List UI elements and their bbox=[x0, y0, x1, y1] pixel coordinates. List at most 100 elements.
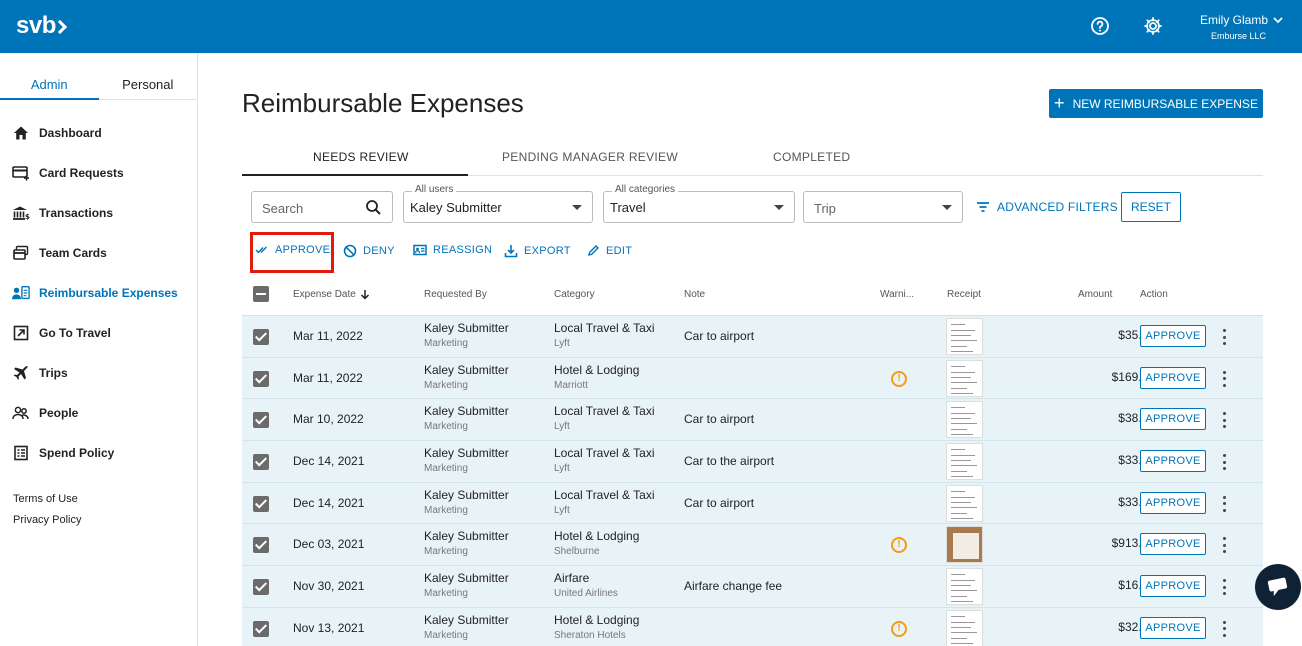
receipt-thumbnail[interactable] bbox=[946, 484, 983, 522]
column-expense-date[interactable]: Expense Date bbox=[293, 289, 370, 300]
expense-table-body: Mar 11, 2022 Kaley Submitter Marketing Loca… bbox=[242, 316, 1263, 646]
sidebar-item-go-to-travel[interactable]: Go To Travel bbox=[0, 313, 197, 353]
caret-down-icon bbox=[774, 205, 784, 210]
more-options-icon[interactable] bbox=[1223, 454, 1227, 471]
users-select[interactable]: All users Kaley Submitter bbox=[403, 184, 593, 223]
table-row[interactable]: Mar 11, 2022 Kaley Submitter Marketing Loca… bbox=[242, 316, 1263, 358]
receipt-thumbnail[interactable] bbox=[946, 609, 983, 646]
column-amount[interactable]: Amount bbox=[1078, 289, 1113, 300]
top-bar: svb Emily Glamb Emburse LLC bbox=[0, 0, 1302, 53]
tab-needs-review[interactable]: NEEDS REVIEW bbox=[313, 150, 409, 164]
filter-icon bbox=[977, 202, 989, 212]
table-row[interactable]: Dec 03, 2021 Kaley Submitter Marketing Hote… bbox=[242, 524, 1263, 567]
row-approve-button[interactable]: APPROVE bbox=[1140, 533, 1206, 556]
more-options-icon[interactable] bbox=[1223, 579, 1227, 596]
trip-select[interactable]: Trip bbox=[803, 191, 963, 223]
requester-department: Marketing bbox=[424, 379, 468, 391]
chat-button[interactable] bbox=[1255, 564, 1301, 610]
tab-admin[interactable]: Admin bbox=[0, 53, 99, 100]
sidebar-item-reimbursable-expenses[interactable]: Reimbursable Expenses bbox=[0, 273, 197, 313]
more-options-icon[interactable] bbox=[1223, 370, 1227, 387]
row-checkbox[interactable] bbox=[253, 495, 269, 512]
home-icon bbox=[12, 124, 30, 142]
sidebar-item-card-requests[interactable]: Card Requests bbox=[0, 153, 197, 193]
receipt-thumbnail[interactable] bbox=[946, 401, 983, 439]
tab-completed[interactable]: COMPLETED bbox=[773, 150, 851, 164]
row-checkbox[interactable] bbox=[253, 537, 269, 554]
more-options-icon[interactable] bbox=[1223, 537, 1227, 554]
more-options-icon[interactable] bbox=[1223, 412, 1227, 429]
row-checkbox[interactable] bbox=[253, 412, 269, 429]
pencil-icon bbox=[588, 245, 599, 256]
help-circle-icon[interactable] bbox=[1090, 16, 1110, 36]
more-options-icon[interactable] bbox=[1223, 329, 1227, 345]
column-category[interactable]: Category bbox=[554, 289, 595, 300]
expense-merchant: Lyft bbox=[554, 338, 570, 349]
approve-button[interactable]: APPROVE bbox=[255, 244, 330, 256]
reset-button[interactable]: RESET bbox=[1121, 192, 1181, 222]
export-button[interactable]: EXPORT bbox=[504, 244, 571, 258]
svb-logo[interactable]: svb bbox=[16, 12, 67, 40]
row-checkbox[interactable] bbox=[253, 620, 269, 637]
edit-label: EDIT bbox=[606, 244, 633, 257]
row-checkbox[interactable] bbox=[253, 329, 269, 345]
sidebar-tabs: Admin Personal bbox=[0, 53, 197, 100]
user-org: Emburse LLC bbox=[1210, 31, 1266, 41]
sidebar-item-trips[interactable]: Trips bbox=[0, 353, 197, 393]
receipt-thumbnail[interactable] bbox=[946, 568, 983, 606]
search-input[interactable]: Search bbox=[251, 191, 393, 223]
column-requested-by[interactable]: Requested By bbox=[424, 289, 487, 300]
row-checkbox[interactable] bbox=[253, 370, 269, 387]
warning-icon[interactable]: ! bbox=[891, 537, 907, 554]
row-approve-button[interactable]: APPROVE bbox=[1140, 450, 1206, 473]
column-note[interactable]: Note bbox=[684, 289, 706, 300]
table-row[interactable]: Dec 14, 2021 Kaley Submitter Marketing Loca… bbox=[242, 441, 1263, 483]
new-reimbursable-expense-button[interactable]: + NEW REIMBURSABLE EXPENSE bbox=[1049, 89, 1263, 118]
tab-personal[interactable]: Personal bbox=[122, 77, 174, 92]
table-row[interactable]: Nov 13, 2021 Kaley Submitter Marketing Hote… bbox=[242, 607, 1263, 646]
sidebar-item-people[interactable]: People bbox=[0, 393, 197, 433]
table-row[interactable]: Mar 11, 2022 Kaley Submitter Marketing Hote… bbox=[242, 357, 1263, 400]
categories-select[interactable]: All categories Travel bbox=[603, 184, 795, 223]
edit-button[interactable]: EDIT bbox=[587, 244, 632, 257]
expense-note: Car to the airport bbox=[684, 454, 775, 469]
more-options-icon[interactable] bbox=[1223, 620, 1227, 637]
select-all-checkbox[interactable] bbox=[253, 286, 269, 302]
reassign-button[interactable]: REASSIGN bbox=[413, 244, 492, 256]
gear-icon[interactable] bbox=[1143, 16, 1163, 36]
sidebar-item-transactions[interactable]: $ Transactions bbox=[0, 193, 197, 233]
user-menu[interactable]: Emily Glamb Emburse LLC bbox=[1198, 13, 1284, 41]
more-options-icon[interactable] bbox=[1223, 495, 1227, 512]
warning-icon[interactable]: ! bbox=[891, 620, 907, 637]
receipt-thumbnail[interactable] bbox=[946, 443, 983, 481]
block-icon bbox=[343, 244, 357, 258]
expense-category: Local Travel & Taxi bbox=[554, 321, 655, 335]
row-approve-button[interactable]: APPROVE bbox=[1140, 325, 1206, 347]
table-row[interactable]: Dec 14, 2021 Kaley Submitter Marketing Loca… bbox=[242, 482, 1263, 525]
deny-label: DENY bbox=[363, 245, 395, 257]
table-row[interactable]: Mar 10, 2022 Kaley Submitter Marketing Loca… bbox=[242, 399, 1263, 442]
tab-pending-manager-review[interactable]: PENDING MANAGER REVIEW bbox=[502, 150, 678, 164]
privacy-link[interactable]: Privacy Policy bbox=[13, 514, 82, 526]
row-approve-button[interactable]: APPROVE bbox=[1140, 366, 1206, 389]
sidebar-item-spend-policy[interactable]: Spend Policy bbox=[0, 433, 197, 473]
sidebar-item-team-cards[interactable]: Team Cards bbox=[0, 233, 197, 273]
terms-link[interactable]: Terms of Use bbox=[13, 493, 78, 505]
sidebar-item-dashboard[interactable]: Dashboard bbox=[0, 113, 197, 153]
receipt-thumbnail[interactable] bbox=[946, 318, 983, 355]
receipt-thumbnail[interactable] bbox=[946, 359, 983, 397]
column-warning[interactable]: Warni... bbox=[880, 289, 915, 300]
caret-down-icon bbox=[572, 205, 582, 210]
row-approve-button[interactable]: APPROVE bbox=[1140, 408, 1206, 431]
caret-down-icon bbox=[942, 205, 952, 210]
row-checkbox[interactable] bbox=[253, 454, 269, 471]
row-approve-button[interactable]: APPROVE bbox=[1140, 575, 1206, 598]
row-approve-button[interactable]: APPROVE bbox=[1140, 491, 1206, 514]
row-checkbox[interactable] bbox=[253, 579, 269, 596]
receipt-thumbnail[interactable] bbox=[946, 526, 983, 564]
deny-button[interactable]: DENY bbox=[343, 244, 395, 258]
row-approve-button[interactable]: APPROVE bbox=[1140, 616, 1206, 639]
warning-icon[interactable]: ! bbox=[891, 370, 907, 387]
table-row[interactable]: Nov 30, 2021 Kaley Submitter Marketing Airf… bbox=[242, 566, 1263, 608]
advanced-filters-button[interactable]: ADVANCED FILTERS bbox=[976, 200, 1118, 214]
